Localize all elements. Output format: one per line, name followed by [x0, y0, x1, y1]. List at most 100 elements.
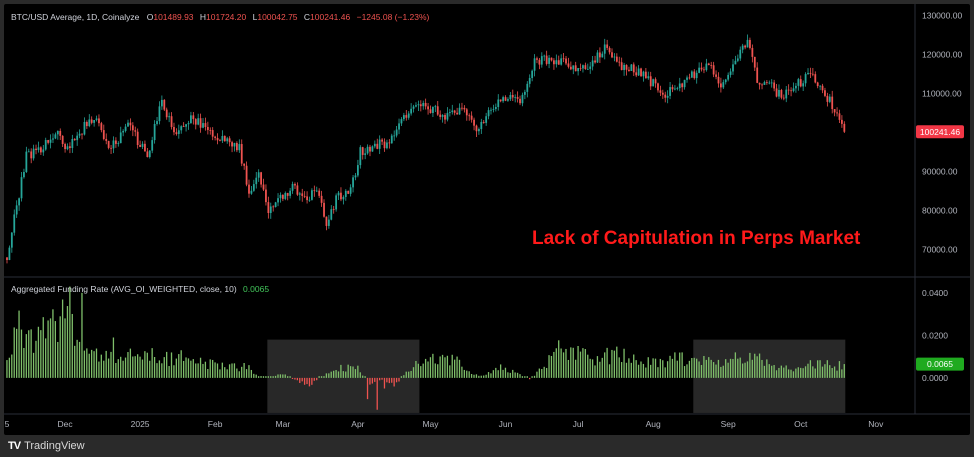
candle-body	[238, 144, 241, 151]
funding-bar	[582, 348, 584, 378]
funding-bar	[57, 341, 59, 378]
candle-body	[703, 69, 705, 71]
candle-body	[628, 69, 630, 71]
candle-body	[523, 91, 526, 95]
candle-body	[589, 66, 592, 69]
candle-body	[158, 106, 161, 122]
funding-bar	[507, 372, 509, 378]
candle-body	[688, 77, 691, 79]
candle-body	[289, 190, 292, 196]
funding-bar	[408, 371, 410, 378]
funding-bar	[601, 357, 603, 378]
tradingview-name: TradingView	[24, 440, 85, 452]
funding-bar	[686, 364, 688, 378]
candle-body	[804, 74, 807, 84]
funding-bar	[594, 365, 596, 378]
candle-body	[741, 45, 744, 50]
candle-body	[163, 99, 166, 110]
candle-body	[642, 71, 645, 77]
candle-body	[644, 71, 647, 79]
candle-body	[320, 195, 323, 203]
candle-body	[364, 153, 367, 155]
funding-bar	[59, 316, 61, 378]
funding-bar	[778, 367, 780, 378]
candle-body	[122, 130, 125, 133]
price-tick-label: 90000.00	[922, 167, 958, 177]
candle-body	[770, 82, 773, 84]
funding-bar	[657, 367, 659, 378]
funding-bar	[139, 356, 141, 378]
tradingview-brand[interactable]: TV TradingView	[8, 440, 85, 452]
funding-bar	[722, 365, 724, 378]
funding-bar	[836, 370, 838, 378]
funding-bar	[88, 353, 90, 378]
candle-body	[366, 146, 369, 154]
candle-body	[233, 143, 236, 147]
funding-bar	[608, 364, 611, 378]
funding-bar	[487, 372, 490, 378]
funding-bar	[173, 365, 175, 378]
funding-bar	[737, 358, 739, 378]
candle-body	[228, 138, 231, 143]
candle-body	[160, 99, 163, 107]
funding-bar	[277, 374, 279, 378]
candle-body	[710, 65, 713, 66]
candle-body	[461, 107, 463, 109]
time-tick-label: Jun	[499, 419, 513, 429]
chart-svg[interactable]: 130000.00120000.00110000.00100000.009000…	[4, 4, 970, 435]
funding-bar	[180, 350, 182, 378]
funding-bar	[502, 369, 504, 378]
candle-body	[378, 139, 381, 149]
candle-body	[127, 122, 129, 127]
candle-body	[23, 172, 25, 178]
candle-body	[202, 123, 204, 128]
candle-body	[148, 150, 151, 158]
funding-bar	[662, 360, 664, 378]
candle-body	[531, 70, 534, 78]
funding-bar	[342, 371, 344, 378]
candle-body	[107, 140, 110, 148]
candle-body	[448, 112, 451, 113]
last-funding-tag: 0.0065	[916, 357, 964, 371]
funding-bar	[698, 361, 700, 378]
funding-bar	[681, 352, 683, 378]
candle-body	[490, 109, 492, 111]
funding-bar	[272, 376, 274, 378]
candle-body	[814, 74, 817, 83]
funding-bar	[572, 347, 574, 378]
funding-bar	[153, 357, 156, 378]
candle-body	[248, 184, 250, 194]
funding-bar	[536, 371, 538, 378]
candle-body	[102, 130, 105, 139]
last-funding-tag-text: 0.0065	[927, 359, 953, 369]
candle-body	[509, 94, 512, 100]
candle-body	[361, 147, 364, 155]
funding-bar	[664, 367, 666, 378]
candle-body	[782, 97, 785, 99]
funding-bar	[54, 321, 56, 378]
funding-bar	[103, 360, 105, 378]
candle-body	[715, 74, 717, 77]
funding-bar	[192, 359, 194, 378]
funding-bar	[654, 358, 657, 378]
funding-bar	[744, 362, 746, 378]
funding-bar	[524, 376, 526, 378]
candle-body	[30, 151, 33, 159]
funding-bar	[734, 352, 737, 378]
funding-bar	[829, 365, 831, 378]
funding-bar	[454, 359, 456, 378]
funding-bar	[81, 292, 83, 378]
funding-bar	[127, 352, 129, 378]
candle-body	[393, 135, 396, 137]
funding-bar	[245, 369, 248, 378]
funding-bar	[630, 362, 632, 378]
candle-body	[724, 79, 727, 83]
candle-body	[402, 115, 405, 120]
funding-bar	[202, 363, 204, 378]
funding-bar	[313, 377, 315, 381]
candle-body	[219, 140, 221, 142]
chart-area[interactable]: 130000.00120000.00110000.00100000.009000…	[4, 4, 970, 435]
funding-bar	[761, 359, 763, 378]
candle-body	[243, 163, 246, 166]
legend-close-value: 100241.46	[310, 12, 350, 22]
